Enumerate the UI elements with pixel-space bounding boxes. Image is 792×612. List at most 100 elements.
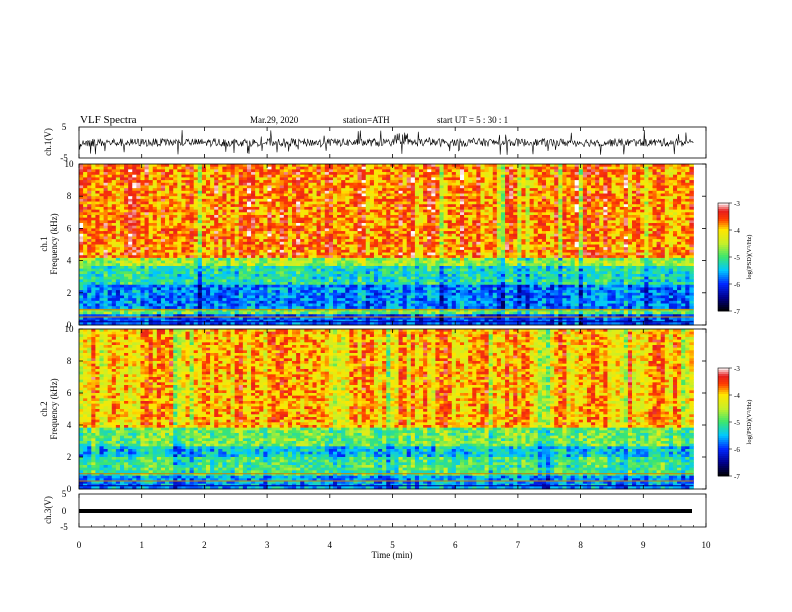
ch1-spectrogram-cell [591, 193, 596, 197]
ch1-spectrogram-cell [529, 241, 535, 245]
ch1-spectrogram-cell [169, 172, 174, 176]
ch1-spectrogram-cell [337, 247, 342, 251]
ch1-spectrogram-cell [455, 204, 461, 208]
ch1-spectrogram-cell [386, 214, 391, 219]
ch1-spectrogram-cell [513, 180, 518, 184]
ch1-spectrogram-cell [296, 206, 301, 211]
ch1-spectrogram-cell [132, 172, 137, 176]
ch1-spectrogram-cell [107, 193, 113, 197]
ch1-spectrogram-cell [619, 196, 625, 200]
ch1-spectrogram-cell [136, 223, 141, 227]
ch1-spectrogram-cell [107, 225, 113, 229]
ch1-spectrogram-cell [427, 220, 432, 224]
ch1-spectrogram-cell [492, 188, 498, 192]
ch1-spectrogram-cell [595, 231, 600, 235]
ch1-spectrogram-cell [632, 228, 637, 232]
ch1-spectrogram-cell [160, 241, 166, 245]
ch1-spectrogram-cell [484, 220, 490, 224]
ch1-spectrogram-cell [685, 172, 690, 176]
ch1-spectrogram-cell [496, 185, 502, 189]
ch1-spectrogram-cell [197, 177, 203, 181]
ch1-spectrogram-cell [402, 164, 408, 168]
ch1-spectrogram-cell [328, 190, 334, 194]
ch1-spectrogram-cell [361, 212, 367, 216]
ch1-spectrogram-cell [595, 241, 600, 245]
ch1-spectrogram-cell [394, 228, 399, 232]
ch1-spectrogram-cell [181, 233, 186, 237]
ch1-spectrogram-cell [423, 247, 428, 251]
ch1-spectrogram-cell [226, 164, 231, 168]
ch1-spectrogram-cell [111, 209, 117, 213]
ch1-spectrogram-cell [148, 196, 154, 200]
ch1-spectrogram-cell [464, 225, 469, 229]
ch1-spectrogram-cell [103, 180, 109, 184]
ch1-spectrogram-cell [378, 190, 383, 194]
ch1-spectrogram-cell [214, 190, 219, 194]
ch1-spectrogram-cell [595, 209, 600, 213]
ch1-spectrogram-cell [234, 212, 240, 216]
ch1-spectrogram-cell [115, 236, 121, 240]
ch1-spectrogram-cell [332, 196, 338, 200]
ch1-spectrogram-cell [107, 244, 113, 248]
ch1-spectrogram-cell [689, 169, 694, 173]
ch1-spectrogram-cell [177, 209, 182, 213]
ch1-spectrogram-cell [464, 185, 469, 189]
ch1-spectrogram-cell [160, 201, 166, 205]
ch1-spectrogram-cell [345, 233, 350, 237]
ch1-spectrogram-cell [476, 204, 481, 208]
ch1-spectrogram-cell [144, 209, 150, 213]
ch1-spectrogram-cell [472, 220, 477, 224]
ch1-spectrogram-cell [230, 239, 236, 243]
ch1-spectrogram-cell [287, 201, 293, 205]
ch1-spectrogram-cell [611, 204, 617, 208]
ch1-spectrogram-cell [414, 212, 420, 216]
ch1-spectrogram-cell [124, 190, 129, 194]
ch1-spectrogram-cell [435, 185, 440, 189]
ch1-spectrogram-cell [525, 166, 531, 170]
ch1-spectrogram-cell [107, 239, 113, 243]
ch1-spectrogram-cell [677, 182, 682, 186]
ch1-spectrogram-cell [611, 209, 617, 213]
ch1-spectrogram-cell [197, 190, 203, 194]
ch1-spectrogram-cell [287, 244, 293, 248]
ch1-spectrogram-cell [677, 206, 682, 211]
ch1-spectrogram-cell [271, 220, 277, 224]
ch1-spectrogram-cell [443, 247, 449, 251]
ch1-spectrogram-cell [144, 190, 150, 194]
ch1-spectrogram-cell [189, 201, 195, 205]
ch1-spectrogram-cell [496, 233, 502, 237]
ch1-spectrogram-cell [476, 164, 481, 168]
ch1-spectrogram-cell [427, 212, 432, 216]
ch1-spectrogram-cell [500, 172, 506, 176]
ch1-spectrogram-cell [181, 247, 186, 251]
ch1-spectrogram-cell [222, 241, 227, 245]
ch1-spectrogram-cell [79, 166, 84, 170]
ch1-spectrogram-cell [484, 241, 490, 245]
ch1-spectrogram-cell [529, 196, 535, 200]
ch1-spectrogram-cell [525, 231, 531, 235]
ch1-spectrogram-cell [193, 241, 199, 245]
ch1-spectrogram-cell [455, 193, 461, 197]
ch1-spectrogram-cell [87, 180, 92, 184]
ch1-spectrogram-cell [566, 172, 571, 176]
ch1-spectrogram-cell [287, 166, 293, 170]
ch1-spectrogram-cell [402, 166, 408, 170]
ch1-spectrogram-cell [107, 185, 113, 189]
ch1-spectrogram-cell [312, 212, 317, 216]
ch1-spectrogram-cell [201, 236, 207, 240]
ch1-spectrogram-cell [640, 206, 645, 211]
ch1-spectrogram-cell [136, 217, 141, 221]
ch1-spectrogram-cell [308, 198, 313, 202]
ch1-spectrogram-cell [197, 249, 203, 253]
ch1-spectrogram-cell [238, 177, 244, 181]
ch1-spectrogram-cell [591, 223, 596, 227]
ch1-spectrogram-cell [382, 223, 387, 227]
ch1-spectrogram-cell [115, 209, 121, 213]
ch1-spectrogram-cell [451, 182, 457, 186]
ch1-spectrogram-cell [107, 196, 113, 200]
ch1-spectrogram-cell [173, 214, 178, 219]
ch1-spectrogram-cell [623, 196, 629, 200]
ch1-spectrogram-cell [533, 231, 539, 235]
ch1-spectrogram-cell [529, 206, 535, 211]
ch1-spectrogram-cell [263, 169, 268, 173]
